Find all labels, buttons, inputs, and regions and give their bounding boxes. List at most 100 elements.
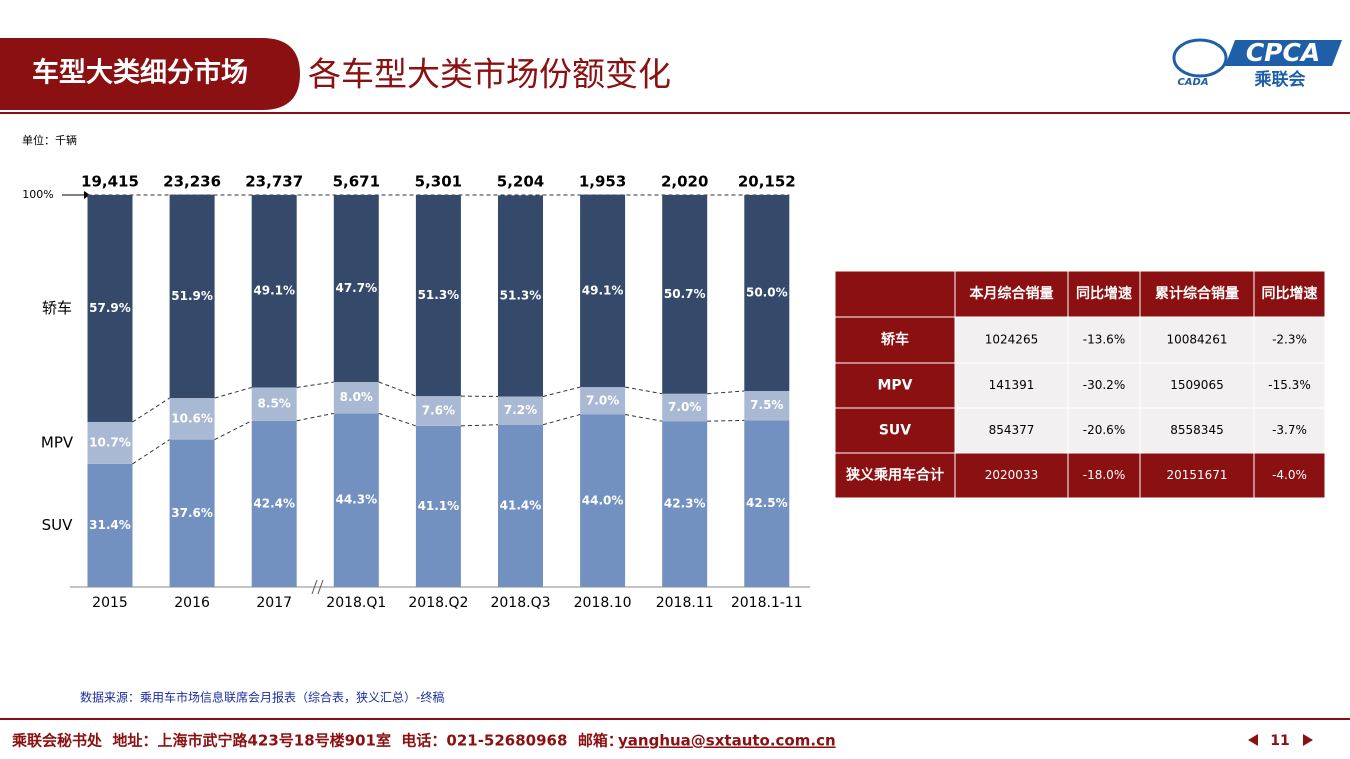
bar-segment: [87, 421, 133, 464]
data-label: 42.3%: [664, 497, 706, 511]
table-cell: [1139, 362, 1255, 409]
table-header-cell: [834, 270, 956, 318]
table-header-text: 同比增速: [1076, 285, 1132, 302]
connector: [542, 386, 581, 397]
bar-segment: [580, 194, 626, 388]
connector: [378, 381, 417, 397]
data-label: 41.4%: [500, 498, 542, 512]
bar-segment: [333, 413, 379, 587]
table-row-label-cell: [834, 316, 956, 364]
table-header-text: 累计综合销量: [1155, 285, 1239, 302]
x-tick-label: 2015: [92, 595, 128, 611]
legend-label: MPV: [41, 433, 74, 451]
table-cell-text: 1509065: [1170, 378, 1223, 392]
table-cell-text: 8558345: [1170, 423, 1223, 437]
x-tick-label: 2018.11: [656, 595, 714, 611]
x-tick-label: 2017: [256, 595, 292, 611]
logo-mark: CADA: [1177, 77, 1208, 88]
total-label: 2,020: [661, 173, 708, 191]
source-note: 数据来源：乘用车市场信息联席会月报表（综合表，狭义汇总）-终稿: [80, 690, 444, 705]
x-tick-label: 2018.Q1: [326, 595, 386, 611]
bar-segment: [251, 195, 297, 388]
prev-arrow[interactable]: [1248, 734, 1258, 746]
connector: [625, 414, 663, 422]
data-label: 8.5%: [258, 397, 291, 411]
table-cell: [1253, 316, 1326, 364]
legend-label: SUV: [42, 516, 74, 534]
logo-ring: [1172, 38, 1228, 78]
table-header-text: 本月综合销量: [970, 285, 1054, 302]
table-cell-text: 854377: [989, 423, 1035, 437]
next-arrow[interactable]: [1303, 734, 1313, 746]
data-label: 7.5%: [750, 398, 783, 412]
break-mark: [317, 579, 324, 595]
table-cell-text: -4.0%: [1272, 468, 1307, 482]
bar-segment: [251, 420, 297, 587]
bar-segment: [662, 393, 708, 422]
data-label: 7.0%: [668, 400, 701, 414]
data-label: 41.1%: [418, 499, 460, 513]
footer-email[interactable]: yanghua@sxtauto.com.cn: [618, 732, 836, 750]
table-cell: [1139, 316, 1255, 364]
table-row-label-cell: [834, 407, 956, 454]
table-cell-text: -30.2%: [1083, 378, 1125, 392]
connector: [707, 419, 745, 422]
bar-segment: [415, 195, 461, 397]
bar-segment: [744, 195, 790, 391]
logo-sub: 乘联会: [1254, 69, 1306, 90]
data-label: 10.6%: [171, 411, 213, 425]
connector: [625, 386, 663, 395]
break-mark: [311, 579, 318, 595]
data-label: 7.0%: [586, 393, 619, 407]
bar-segment: [333, 381, 379, 414]
bar-segment: [744, 391, 790, 421]
data-label: 47.7%: [335, 281, 377, 295]
table-row-label: MPV: [877, 378, 912, 394]
data-label: 51.9%: [171, 289, 213, 303]
y-tick-label: 100%: [22, 188, 53, 201]
bar-segment: [169, 398, 215, 440]
data-label: 49.1%: [253, 284, 295, 298]
data-label: 7.2%: [504, 403, 537, 417]
bar-segment: [415, 396, 461, 426]
table-cell-text: 20151671: [1166, 468, 1227, 482]
section-title: 车型大类细分市场: [32, 57, 248, 89]
total-label: 23,737: [245, 173, 303, 191]
table-cell: [1253, 452, 1326, 499]
bar-segment: [87, 463, 133, 587]
table-cell-text: -18.0%: [1083, 468, 1125, 482]
table-cell-text: 1024265: [985, 333, 1038, 347]
data-label: 10.7%: [89, 435, 131, 449]
data-label: 57.9%: [89, 301, 131, 315]
bar-segment: [169, 439, 215, 587]
connector: [132, 439, 170, 465]
table-row-label: 轿车: [881, 331, 909, 348]
x-tick-label: 2018.Q3: [490, 595, 550, 611]
data-label: 49.1%: [582, 283, 624, 297]
table-header-cell: [1253, 270, 1326, 318]
total-label: 19,415: [81, 173, 139, 191]
data-label: 42.5%: [746, 496, 788, 510]
total-label: 23,236: [163, 173, 221, 191]
table-row-label: SUV: [879, 423, 911, 439]
table-cell-text: -13.6%: [1083, 333, 1125, 347]
table-header-text: 同比增速: [1262, 285, 1318, 302]
tick-arrow-head: [84, 191, 90, 199]
table-cell-text: 10084261: [1166, 333, 1227, 347]
connector: [378, 412, 417, 427]
x-tick-label: 2018.10: [574, 595, 632, 611]
connector: [132, 397, 170, 423]
logo-text: CPCA: [1246, 38, 1320, 67]
data-label: 50.0%: [746, 286, 788, 300]
table-cell: [1067, 316, 1141, 364]
total-label: 20,152: [738, 173, 796, 191]
connector: [296, 412, 334, 422]
table-cell-text: -2.3%: [1272, 333, 1307, 347]
table-row-label: 狭义乘用车合计: [845, 467, 944, 484]
data-label: 8.0%: [340, 390, 373, 404]
bar-segment: [662, 195, 708, 394]
total-label: 5,301: [415, 173, 462, 191]
table-cell-text: -15.3%: [1268, 378, 1310, 392]
total-label: 1,953: [579, 173, 626, 191]
table-cell: [954, 316, 1069, 364]
